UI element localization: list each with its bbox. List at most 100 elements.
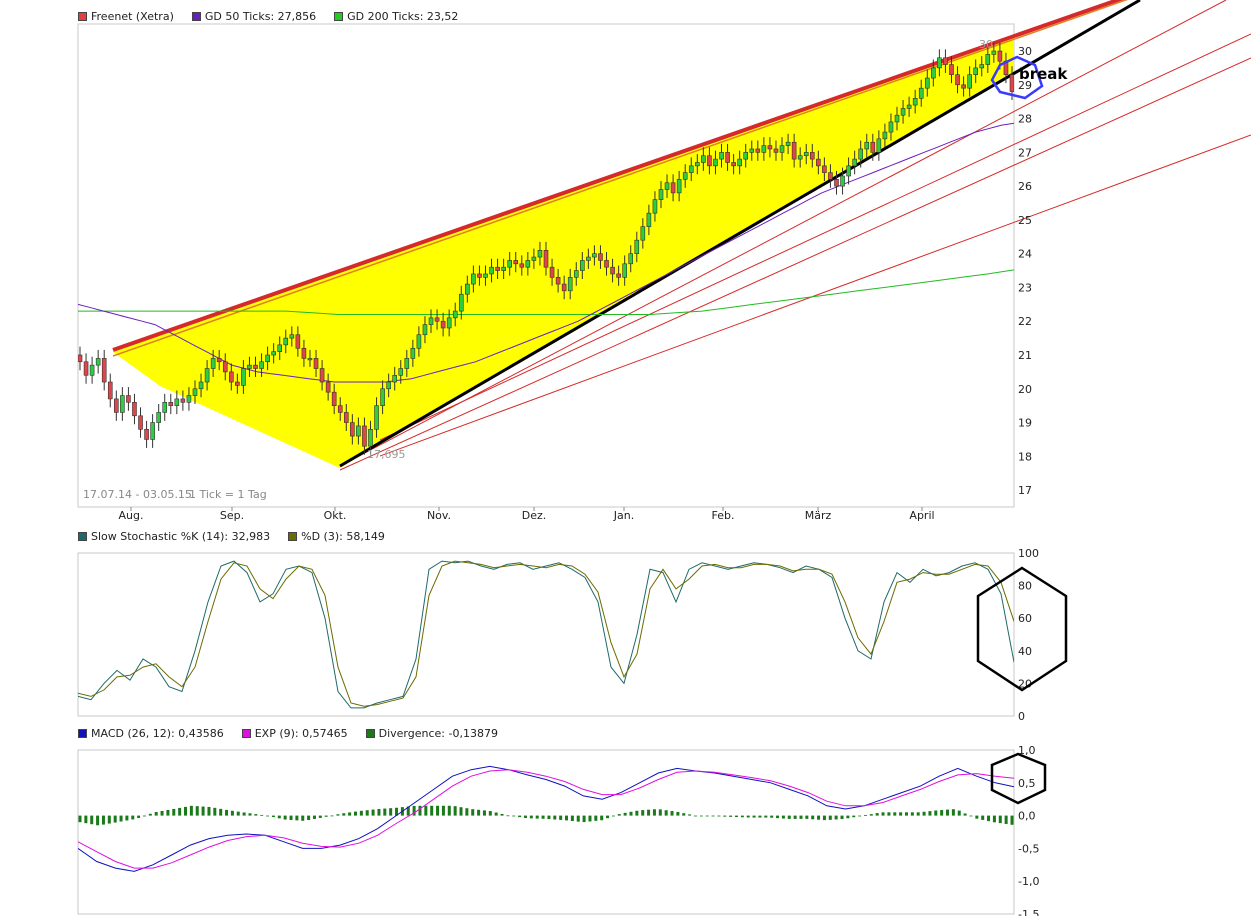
divergence-bar: [735, 815, 739, 818]
price-candle: [682, 172, 688, 180]
divergence-bar: [312, 815, 316, 819]
divergence-bar: [658, 809, 662, 816]
price-candle: [707, 155, 712, 167]
price-x-tick-label: Aug.: [119, 509, 144, 522]
price-candle: [138, 415, 143, 430]
divergence-bar: [395, 807, 399, 816]
price-candle: [295, 334, 301, 349]
price-candle: [253, 364, 258, 369]
divergence-bar: [336, 814, 340, 816]
divergence-bar: [154, 812, 158, 816]
price-candle: [392, 374, 398, 383]
price-candle: [997, 50, 1003, 62]
channel-line-3: [339, 0, 1227, 467]
price-candle: [83, 361, 89, 376]
divergence-bar: [828, 815, 832, 820]
price-legend: Freenet (Xetra) GD 50 Ticks: 27,856 GD 2…: [78, 9, 458, 23]
divergence-bar: [84, 815, 88, 824]
divergence-bar: [611, 815, 615, 817]
price-candle: [864, 141, 870, 150]
price-candle: [761, 145, 767, 153]
divergence-bar: [113, 815, 117, 823]
price-y-tick-label: 25: [1018, 214, 1032, 227]
price-candle: [458, 293, 464, 312]
legend-swatch-stoch-k: [78, 531, 87, 541]
stoch-d-line: [78, 560, 1014, 707]
divergence-bar: [893, 812, 897, 816]
divergence-bar: [682, 813, 686, 816]
divergence-bar: [705, 815, 709, 817]
price-candle: [737, 158, 742, 167]
divergence-bar: [283, 815, 287, 820]
divergence-bar: [652, 809, 656, 816]
divergence-bar: [178, 807, 182, 816]
divergence-bar: [78, 815, 82, 823]
divergence-bar: [910, 812, 914, 816]
channel-line-1: [112, 0, 1124, 352]
price-candle: [362, 425, 367, 447]
divergence-bar: [131, 815, 135, 820]
price-candle: [410, 347, 416, 359]
divergence-bar: [869, 814, 873, 816]
price-candle: [725, 152, 730, 163]
price-candle: [78, 354, 83, 363]
price-candle: [870, 141, 876, 153]
divergence-bar: [523, 815, 527, 818]
support-line: [339, 0, 1141, 468]
divergence-bar: [688, 814, 692, 816]
divergence-bar: [576, 815, 580, 822]
price-candle: [501, 266, 506, 271]
divergence-bar: [236, 811, 240, 816]
price-candle: [483, 273, 488, 278]
legend-swatch-stoch-d: [288, 531, 298, 541]
stoch-y-tick-label: 40: [1018, 645, 1032, 658]
divergence-bar: [951, 809, 955, 816]
price-candle: [259, 361, 264, 369]
divergence-bar: [201, 806, 205, 816]
divergence-bar: [957, 810, 961, 816]
divergence-bar: [969, 815, 973, 817]
price-y-tick-label: 27: [1018, 146, 1032, 159]
divergence-bar: [940, 810, 944, 816]
divergence-bar: [248, 813, 252, 816]
divergence-bar: [717, 815, 721, 817]
price-candle: [924, 77, 930, 89]
divergence-bar: [664, 810, 668, 816]
price-candle: [731, 162, 736, 167]
divergence-bar: [207, 806, 211, 816]
price-candle: [380, 388, 385, 406]
price-candle: [991, 50, 997, 55]
price-candle: [719, 152, 724, 160]
divergence-bar: [916, 812, 920, 816]
price-y-tick-label: 24: [1018, 248, 1032, 261]
price-candle: [537, 250, 543, 258]
divergence-bar: [670, 811, 674, 816]
macd-y-tick-label: -1,5: [1018, 908, 1039, 916]
divergence-bar: [488, 811, 492, 816]
price-candle: [610, 266, 615, 275]
divergence-bar: [389, 808, 393, 816]
price-candle: [107, 381, 113, 400]
divergence-bar: [101, 815, 105, 825]
divergence-bar: [834, 815, 838, 820]
price-candle: [912, 98, 918, 106]
price-candle: [567, 277, 573, 292]
divergence-bar: [541, 815, 545, 819]
price-candle: [543, 250, 549, 268]
legend-label-divergence: Divergence: -0,13879: [378, 726, 498, 740]
divergence-bar: [787, 815, 791, 819]
stoch-y-tick-label: 100: [1018, 547, 1039, 560]
divergence-bar: [629, 811, 633, 816]
price-candle: [180, 398, 186, 403]
price-candle: [101, 358, 107, 383]
price-candle: [247, 364, 252, 369]
price-candle: [852, 158, 857, 167]
divergence-bar: [946, 809, 950, 816]
gd50-line: [78, 122, 1014, 383]
stoch-series: [78, 560, 1014, 709]
price-candle: [271, 351, 276, 356]
divergence-bar: [371, 809, 375, 816]
divergence-bar: [260, 814, 264, 816]
divergence-bar: [899, 812, 903, 816]
price-candle: [580, 260, 585, 271]
